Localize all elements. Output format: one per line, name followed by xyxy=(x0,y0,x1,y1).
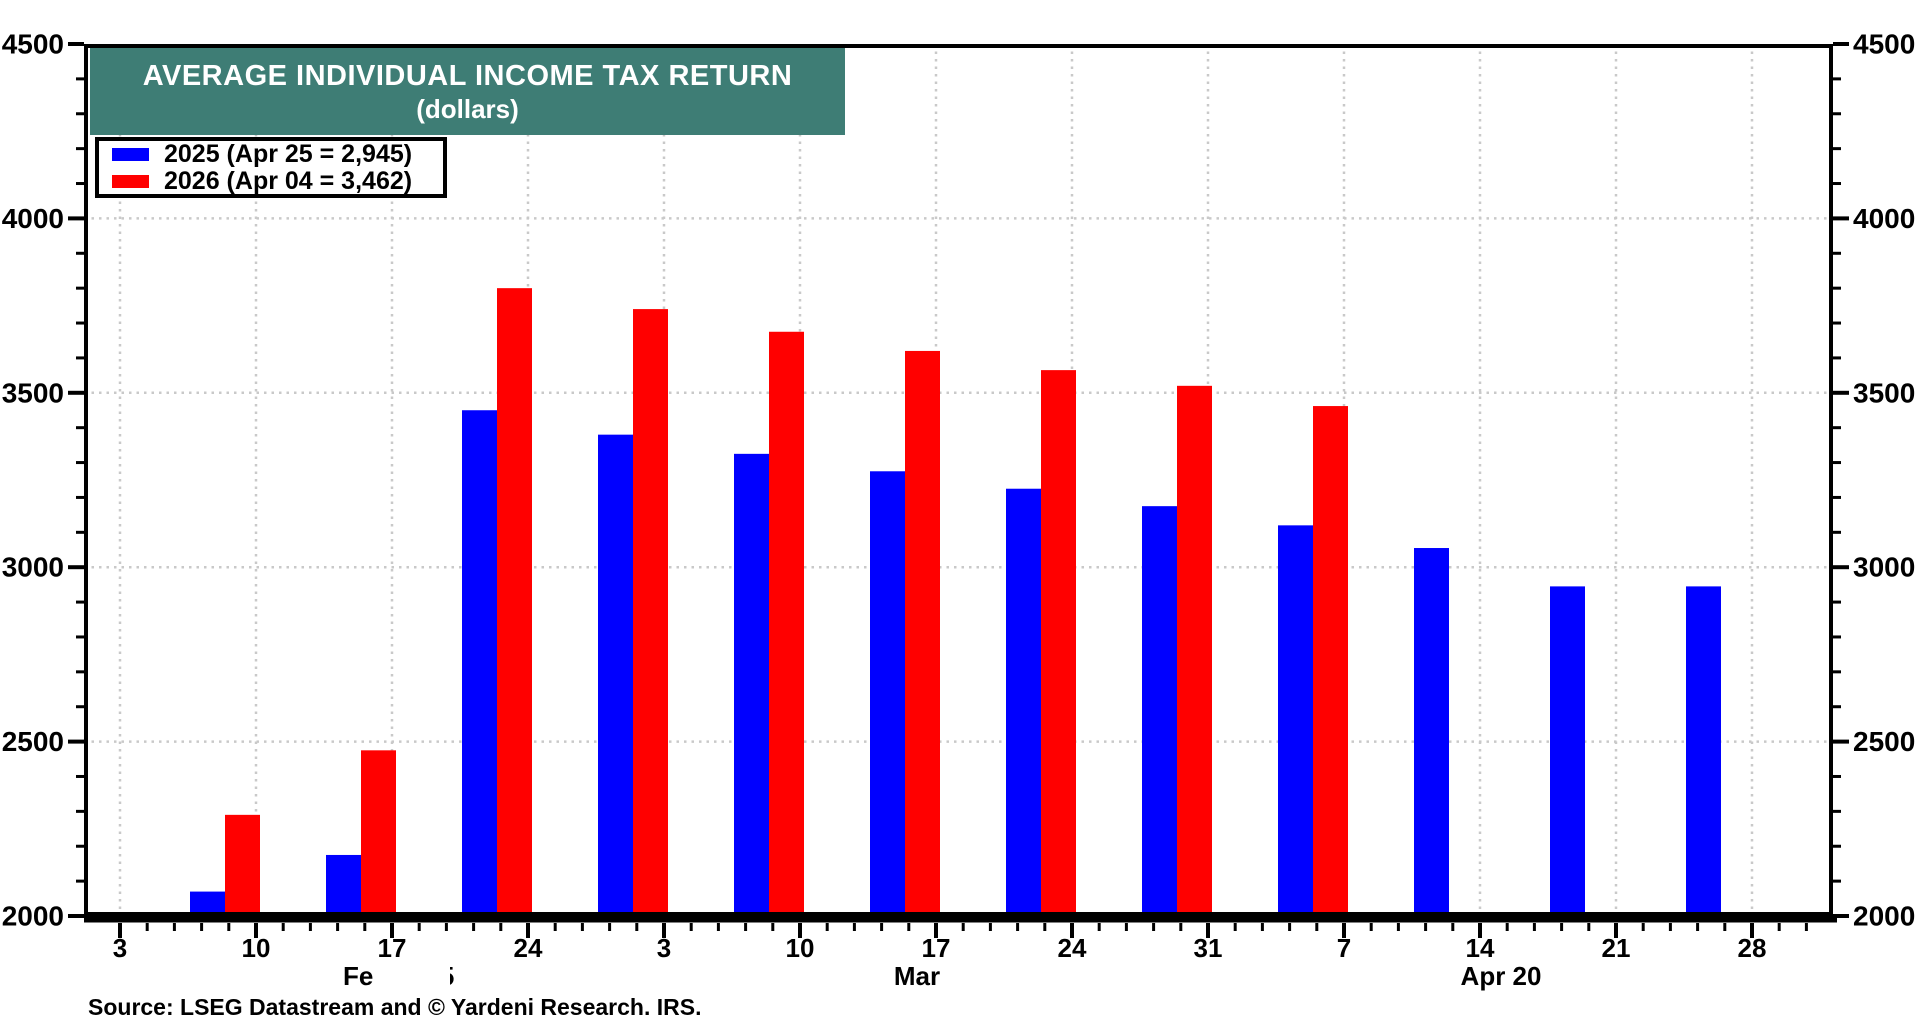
bar-2025 xyxy=(1686,586,1721,916)
x-axis-label: 3 xyxy=(113,933,127,963)
y-axis-label-right: 3000 xyxy=(1853,552,1915,583)
y-axis-label-right: 3500 xyxy=(1853,377,1915,408)
bar-2026 xyxy=(769,331,804,916)
y-axis-label-left: 4500 xyxy=(2,29,64,60)
bar-2025 xyxy=(870,471,905,916)
x-axis-label: 17 xyxy=(922,933,951,963)
bar-2025 xyxy=(1278,525,1313,916)
x-axis-label: 21 xyxy=(1602,933,1631,963)
x-axis-label: 10 xyxy=(242,933,271,963)
bar-2025 xyxy=(1550,586,1585,916)
chart-title: AVERAGE INDIVIDUAL INCOME TAX RETURN xyxy=(142,59,793,92)
y-axis-label-right: 4500 xyxy=(1853,29,1915,60)
bar-2025 xyxy=(1414,548,1449,916)
bar-2026 xyxy=(225,814,260,916)
x-axis-label: 3 xyxy=(657,933,671,963)
bar-2025 xyxy=(326,854,361,916)
y-axis-label-left: 3000 xyxy=(2,552,64,583)
y-axis-label-right: 4000 xyxy=(1853,203,1915,234)
x-axis-label: 7 xyxy=(1337,933,1351,963)
y-axis-label-right: 2000 xyxy=(1853,901,1915,932)
legend-item-2026: 2026 (Apr 04 = 3,462) xyxy=(99,166,443,195)
chart-title-banner: AVERAGE INDIVIDUAL INCOME TAX RETURN (do… xyxy=(90,48,845,135)
legend-swatch-2025 xyxy=(112,147,149,161)
x-axis-label: 28 xyxy=(1738,933,1767,963)
legend-swatch-2026 xyxy=(112,174,149,188)
bar-2026 xyxy=(361,750,396,916)
bar-2025 xyxy=(734,453,769,916)
x-axis-label: 14 xyxy=(1466,933,1495,963)
x-axis-month-label-apr: Apr 20 xyxy=(1460,961,1542,991)
x-axis-month-label-mar: Mar xyxy=(893,961,941,991)
legend-box: 2025 (Apr 25 = 2,945) 2026 (Apr 04 = 3,4… xyxy=(95,137,447,198)
y-axis-label-left: 4000 xyxy=(2,203,64,234)
chart-subtitle: (dollars) xyxy=(416,94,519,125)
bar-2026 xyxy=(497,288,532,916)
source-note: Source: LSEG Datastream and © Yardeni Re… xyxy=(88,994,702,1020)
bar-2025 xyxy=(598,434,633,916)
bar-2026 xyxy=(1177,385,1212,917)
bar-2026 xyxy=(1313,406,1348,916)
bar-2025 xyxy=(1142,506,1177,916)
x-axis-month-label-feb: Feb 2025 xyxy=(343,959,454,993)
legend-label-2026: 2026 (Apr 04 = 3,462) xyxy=(164,166,413,195)
bar-2025 xyxy=(1006,488,1041,916)
x-axis-label: 24 xyxy=(1058,933,1087,963)
y-axis-label-left: 2000 xyxy=(2,901,64,932)
x-axis-label: 17 xyxy=(378,933,407,963)
legend-item-2025: 2025 (Apr 25 = 2,945) xyxy=(99,139,443,168)
x-axis-label: 31 xyxy=(1194,933,1223,963)
plot-frame xyxy=(84,44,1833,916)
label-occlusion-patch xyxy=(374,959,450,993)
bar-2026 xyxy=(633,309,668,916)
bar-2025 xyxy=(462,410,497,916)
x-axis-label: 24 xyxy=(514,933,543,963)
legend-label-2025: 2025 (Apr 25 = 2,945) xyxy=(164,139,413,168)
x-axis-label: 10 xyxy=(786,933,815,963)
y-axis-label-left: 3500 xyxy=(2,377,64,408)
y-axis-label-left: 2500 xyxy=(2,726,64,757)
y-axis-label-right: 2500 xyxy=(1853,726,1915,757)
bar-2026 xyxy=(1041,370,1076,916)
bar-2026 xyxy=(905,350,940,917)
bar-2025 xyxy=(190,891,225,916)
